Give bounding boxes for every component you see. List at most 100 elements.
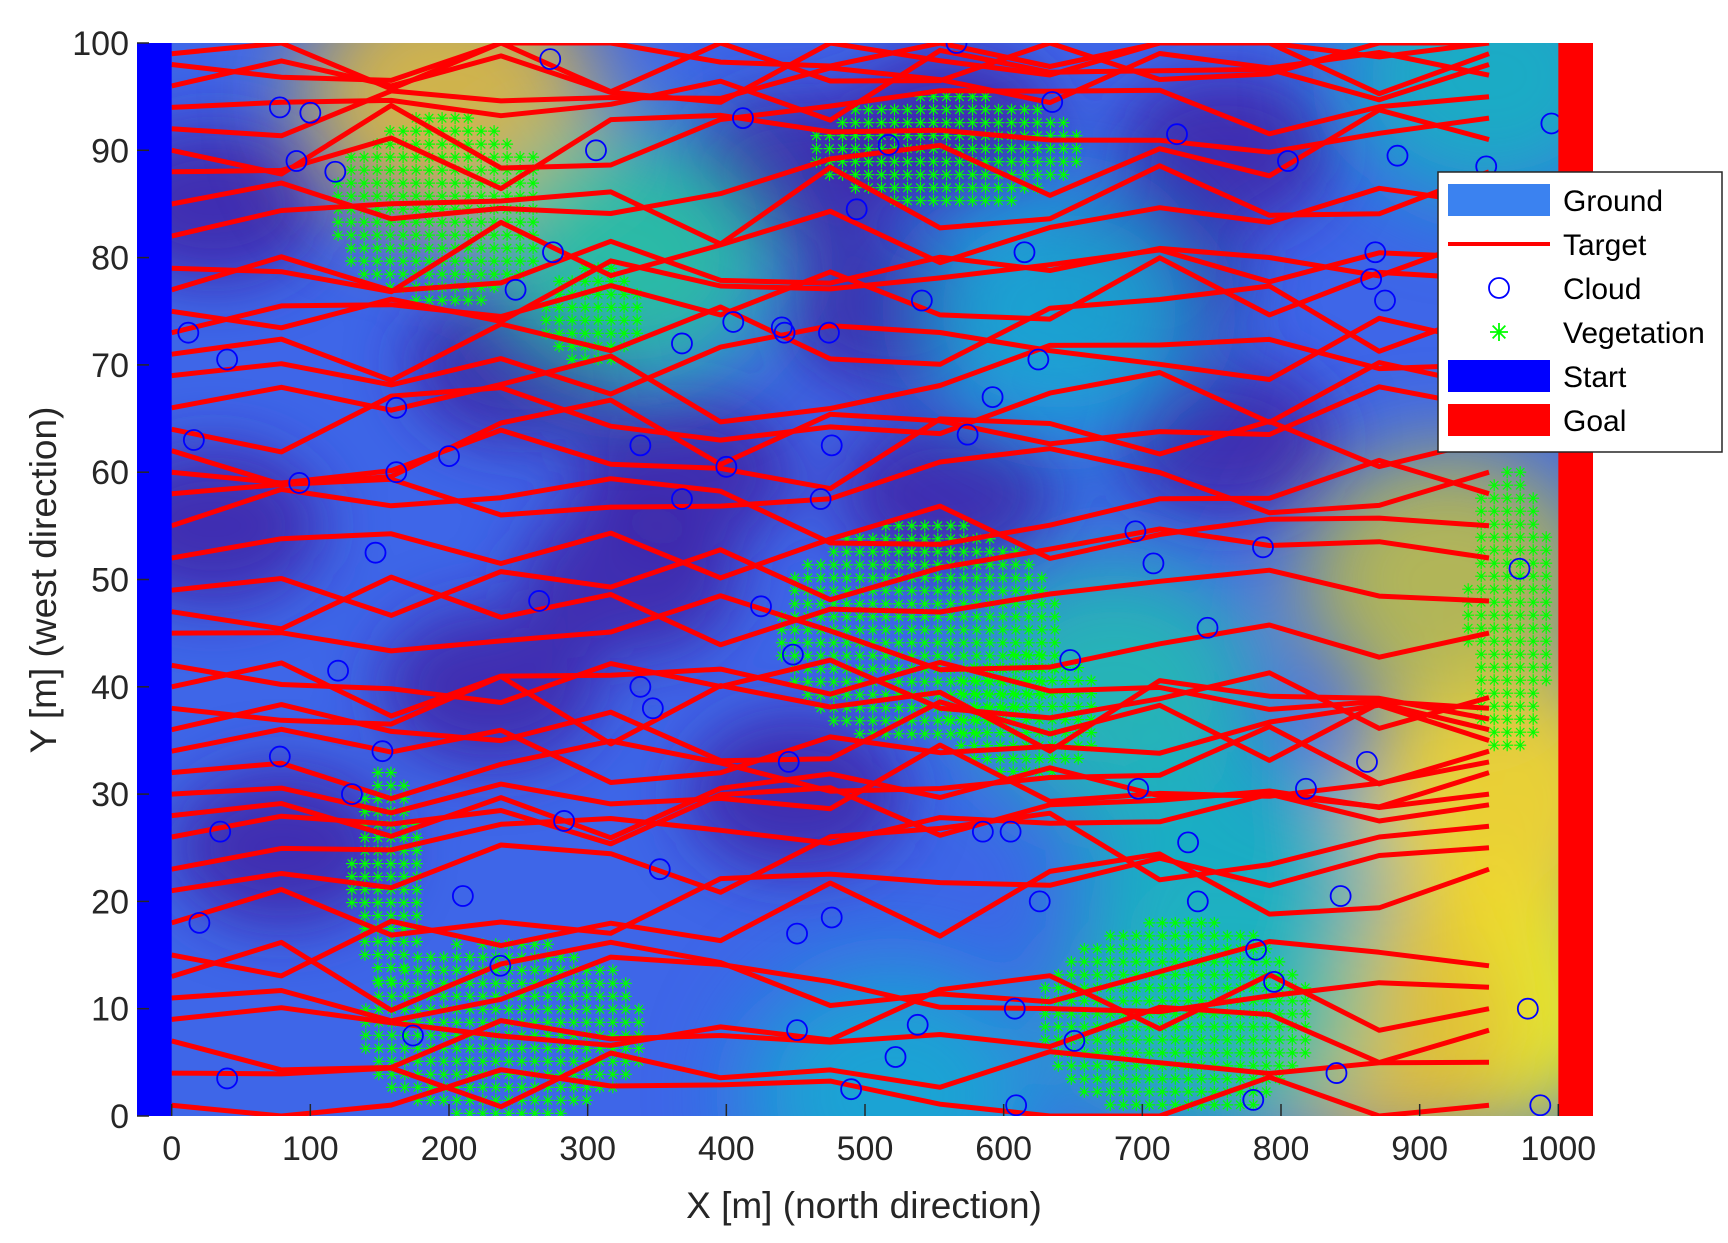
target-trajectory	[170, 384, 1490, 487]
vegetation-marker	[619, 1068, 632, 1081]
vegetation-marker	[1156, 1072, 1169, 1085]
vegetation-marker	[462, 190, 475, 203]
vegetation-marker	[463, 1055, 476, 1068]
vegetation-marker	[957, 714, 970, 727]
vegetation-marker	[853, 662, 866, 675]
vegetation-marker	[1501, 505, 1514, 518]
cloud-marker	[1242, 1089, 1265, 1111]
vegetation-marker	[1501, 583, 1514, 596]
cloud-marker	[1005, 1094, 1028, 1116]
vegetation-marker	[488, 229, 501, 242]
vegetation-marker	[1005, 168, 1018, 181]
vegetation-marker	[515, 1042, 528, 1055]
vegetation-marker	[1009, 558, 1022, 571]
vegetation-marker	[957, 597, 970, 610]
target-trajectory	[171, 657, 1490, 731]
vegetation-marker	[397, 909, 410, 922]
vegetation-marker	[1007, 687, 1020, 700]
vegetation-marker	[996, 675, 1009, 688]
vegetation-marker	[1059, 752, 1072, 765]
vegetation-marker	[953, 168, 966, 181]
vegetation-marker	[1130, 942, 1143, 955]
cloud-marker	[1325, 1062, 1348, 1084]
vegetation-marker	[1130, 981, 1143, 994]
vegetation-marker	[840, 714, 853, 727]
vegetation-marker	[1514, 635, 1527, 648]
vegetation-marker	[332, 190, 345, 203]
vegetation-marker	[553, 301, 566, 314]
vegetation-marker	[810, 142, 823, 155]
vegetation-marker	[810, 129, 823, 142]
vegetation-marker	[931, 545, 944, 558]
vegetation-marker	[1260, 1020, 1273, 1033]
vegetation-marker	[606, 990, 619, 1003]
vegetation-marker	[384, 909, 397, 922]
vegetation-marker	[554, 951, 567, 964]
vegetation-marker	[437, 1042, 450, 1055]
vegetation-marker	[918, 545, 931, 558]
vegetation-marker	[814, 584, 827, 597]
vegetation-marker	[476, 1107, 489, 1116]
vegetation-marker	[953, 103, 966, 116]
vegetation-marker	[514, 229, 527, 242]
vegetation-marker	[1143, 942, 1156, 955]
vegetation-marker	[541, 951, 554, 964]
target-trajectory	[171, 87, 1490, 177]
vegetation-marker	[475, 294, 488, 307]
vegetation-marker	[1070, 155, 1083, 168]
vegetation-marker	[996, 558, 1009, 571]
vegetation-marker	[358, 255, 371, 268]
vegetation-marker	[436, 203, 449, 216]
target-trajectory	[171, 336, 1490, 425]
vegetation-marker	[1009, 649, 1022, 662]
vegetation-marker	[914, 103, 927, 116]
cloud-marker	[1027, 348, 1050, 371]
vegetation-marker	[554, 977, 567, 990]
vegetation-marker	[918, 532, 931, 545]
vegetation-marker	[593, 964, 606, 977]
vegetation-marker	[983, 610, 996, 623]
vegetation-marker	[866, 649, 879, 662]
vegetation-marker	[580, 1081, 593, 1094]
vegetation-marker	[994, 765, 1007, 778]
vegetation-marker	[957, 519, 970, 532]
vegetation-marker	[1018, 168, 1031, 181]
vegetation-marker	[1488, 531, 1501, 544]
vegetation-marker	[1031, 168, 1044, 181]
vegetation-marker	[566, 301, 579, 314]
vegetation-marker	[901, 103, 914, 116]
vegetation-marker	[888, 129, 901, 142]
vegetation-marker	[983, 636, 996, 649]
vegetation-marker	[528, 1029, 541, 1042]
vegetation-marker	[501, 216, 514, 229]
vegetation-marker	[918, 610, 931, 623]
vegetation-marker	[875, 155, 888, 168]
vegetation-marker	[866, 545, 879, 558]
vegetation-marker	[1540, 544, 1553, 557]
vegetation-marker	[823, 129, 836, 142]
vegetation-marker	[1247, 1059, 1260, 1072]
vegetation-marker	[983, 649, 996, 662]
vegetation-marker	[1475, 557, 1488, 570]
vegetation-marker	[892, 701, 905, 714]
vegetation-marker	[1247, 1072, 1260, 1085]
vegetation-marker	[463, 1016, 476, 1029]
vegetation-marker	[410, 896, 423, 909]
cloud-marker	[722, 311, 745, 333]
vegetation-marker	[1057, 116, 1070, 129]
vegetation-marker	[1005, 181, 1018, 194]
cloud-marker	[553, 810, 575, 832]
vegetation-marker	[879, 545, 892, 558]
vegetation-marker	[1156, 1059, 1169, 1072]
vegetation-marker	[1035, 610, 1048, 623]
vegetation-marker	[1488, 726, 1501, 739]
vegetation-marker	[1514, 492, 1527, 505]
vegetation-marker	[463, 977, 476, 990]
vegetation-marker	[632, 1016, 645, 1029]
cloud-marker	[451, 885, 474, 907]
vegetation-marker	[410, 125, 423, 138]
vegetation-marker	[553, 327, 566, 340]
vegetation-marker	[489, 1094, 502, 1107]
vegetation-marker	[410, 177, 423, 190]
vegetation-marker	[1501, 466, 1514, 479]
